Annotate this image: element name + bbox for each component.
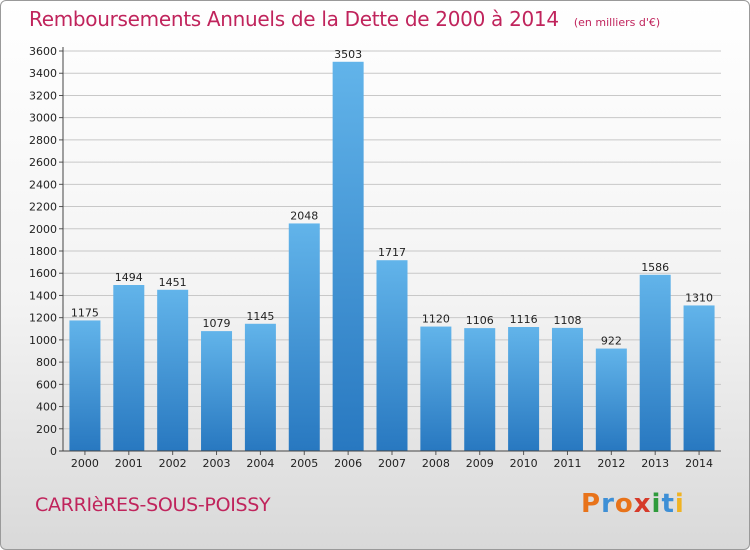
bar-2013 [639, 274, 671, 451]
chart-subtitle: (en milliers d'€) [573, 16, 661, 29]
x-tick-label-2004: 2004 [246, 457, 274, 470]
data-label-2001: 1494 [115, 271, 143, 284]
y-tick-label: 3200 [29, 89, 57, 102]
y-tick-label: 800 [36, 356, 57, 369]
bar-2001 [113, 285, 145, 451]
y-tick-label: 1200 [29, 312, 57, 325]
logo-letter: P [581, 489, 602, 519]
bar-2004 [244, 323, 276, 451]
logo-letter: i [674, 489, 685, 519]
x-tick-label-2003: 2003 [203, 457, 231, 470]
data-label-2002: 1451 [159, 276, 187, 289]
y-tick-label: 1600 [29, 267, 57, 280]
y-tick-label: 600 [36, 378, 57, 391]
x-tick-label-2012: 2012 [597, 457, 625, 470]
chart-title: Remboursements Annuels de la Dette de 20… [29, 7, 559, 31]
bar-2005 [288, 223, 320, 451]
bar-2007 [376, 260, 408, 451]
x-tick-label-2009: 2009 [466, 457, 494, 470]
logo-letter: i [651, 489, 662, 519]
data-label-2006: 3503 [334, 48, 362, 61]
y-axis-ticks: 0 200 400 600 800 1000 1200 1400 1600 1800 2000 220… [29, 45, 63, 458]
y-tick-label: 3600 [29, 45, 57, 58]
y-tick-label: 1000 [29, 334, 57, 347]
y-tick-label: 400 [36, 401, 57, 414]
data-label-2013: 1586 [641, 261, 669, 274]
place-name: CARRIèRES-SOUS-POISSY [35, 494, 271, 516]
y-tick-label: 2400 [29, 178, 57, 191]
y-tick-label: 1400 [29, 289, 57, 302]
logo-letter: t [661, 489, 675, 519]
data-label-2007: 1717 [378, 246, 406, 259]
data-label-2005: 2048 [290, 209, 318, 222]
bar-2010 [508, 327, 540, 451]
data-label-2011: 1108 [553, 314, 581, 327]
y-tick-label: 2600 [29, 156, 57, 169]
x-tick-label-2006: 2006 [334, 457, 362, 470]
x-axis-ticks: 2000 2001 2002 2003 2004 2005 2006 2007 2008 2009… [71, 451, 713, 470]
y-tick-label: 2200 [29, 201, 57, 214]
logo-letter: r [601, 489, 615, 519]
bar-2003 [201, 331, 233, 451]
proxiti-logo[interactable]: Proxiti [581, 489, 685, 519]
x-tick-label-2008: 2008 [422, 457, 450, 470]
x-tick-label-2005: 2005 [290, 457, 318, 470]
y-tick-label: 3400 [29, 67, 57, 80]
y-tick-label: 2800 [29, 134, 57, 147]
data-label-2004: 1145 [246, 310, 274, 323]
bar-2009 [464, 328, 496, 451]
y-tick-label: 200 [36, 423, 57, 436]
bar-labels: 1175 1494 1451 1079 1145 2048 3503 1717 1120 1106… [71, 48, 713, 348]
bars [69, 61, 715, 452]
x-tick-label-2000: 2000 [71, 457, 99, 470]
logo-letter: o [614, 489, 634, 519]
bar-2000 [69, 320, 101, 451]
y-tick-label: 0 [50, 445, 57, 458]
data-label-2000: 1175 [71, 306, 99, 319]
axes [59, 47, 721, 452]
x-tick-label-2002: 2002 [159, 457, 187, 470]
x-tick-label-2010: 2010 [510, 457, 538, 470]
data-label-2003: 1079 [203, 317, 231, 330]
data-label-2010: 1116 [510, 313, 538, 326]
data-label-2009: 1106 [466, 314, 494, 327]
x-tick-label-2014: 2014 [685, 457, 713, 470]
y-tick-label: 3000 [29, 112, 57, 125]
y-tick-label: 1800 [29, 245, 57, 258]
title-row: Remboursements Annuels de la Dette de 20… [29, 7, 660, 31]
data-label-2014: 1310 [685, 291, 713, 304]
bar-2008 [420, 326, 452, 451]
logo-letter: x [633, 489, 652, 519]
bar-2011 [551, 327, 583, 451]
x-tick-label-2001: 2001 [115, 457, 143, 470]
bar-2002 [157, 289, 189, 451]
data-label-2012: 922 [601, 335, 622, 348]
y-tick-label: 2000 [29, 223, 57, 236]
bar-2006 [332, 61, 364, 452]
bar-2014 [683, 305, 715, 451]
x-tick-label-2013: 2013 [641, 457, 669, 470]
bar-2012 [595, 348, 627, 451]
x-tick-label-2007: 2007 [378, 457, 406, 470]
data-label-2008: 1120 [422, 313, 450, 326]
x-tick-label-2011: 2011 [553, 457, 581, 470]
